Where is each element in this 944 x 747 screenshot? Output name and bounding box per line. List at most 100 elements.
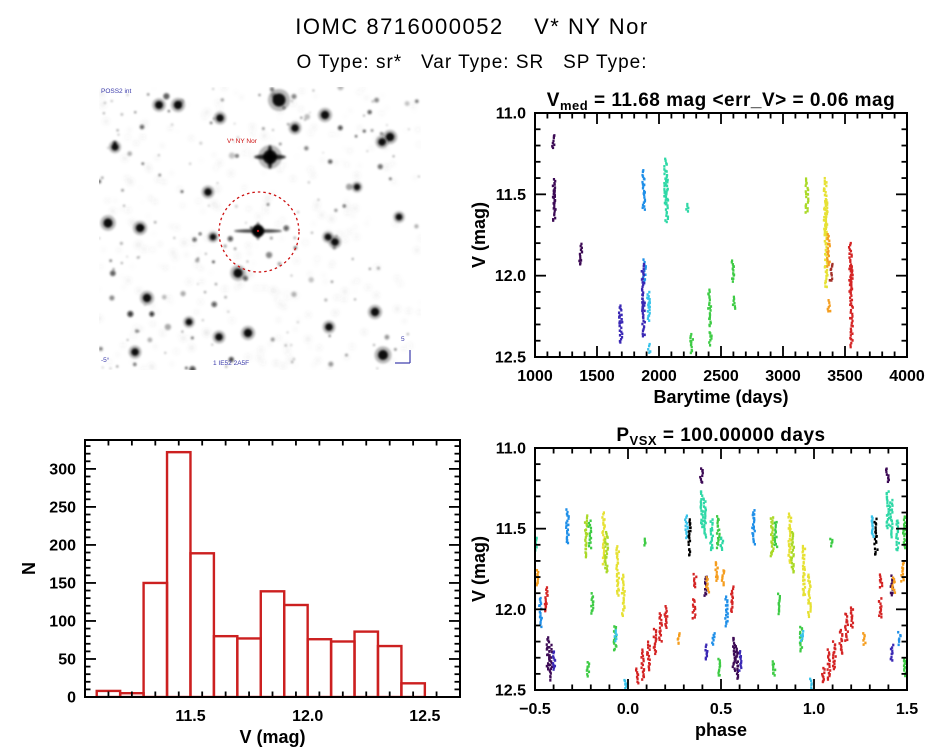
data-point (849, 606, 853, 609)
data-point (684, 520, 688, 524)
data-point (705, 576, 708, 579)
data-point (724, 624, 727, 628)
data-point (690, 340, 693, 343)
data-point (663, 184, 666, 188)
data-point (826, 201, 829, 205)
data-point (826, 237, 829, 241)
data-point (636, 671, 639, 674)
data-point (889, 591, 893, 595)
histogram-data (95, 450, 427, 697)
data-point (709, 338, 712, 342)
data-point (850, 616, 854, 620)
data-point (642, 304, 645, 308)
data-point (705, 654, 709, 658)
data-point (641, 650, 644, 653)
data-point (904, 532, 907, 536)
data-point (545, 648, 548, 651)
data-point (726, 599, 729, 602)
data-point (888, 504, 891, 507)
data-point (849, 260, 852, 264)
data-point (802, 593, 805, 597)
data-point (664, 195, 668, 199)
data-point (827, 656, 830, 659)
data-point (823, 227, 826, 231)
data-point (826, 210, 829, 214)
data-point (535, 545, 538, 549)
data-point (549, 667, 553, 670)
data-point (889, 512, 892, 516)
data-point (801, 554, 805, 557)
data-point (850, 329, 853, 333)
data-point (886, 480, 890, 484)
data-point (753, 517, 756, 520)
data-point (709, 530, 712, 533)
data-point (699, 505, 702, 508)
data-point (888, 505, 892, 509)
data-point (587, 670, 591, 674)
data-point (648, 297, 651, 301)
data-point (807, 592, 810, 596)
data-point (735, 672, 739, 676)
data-point (714, 563, 717, 567)
data-point (538, 610, 541, 614)
data-point (734, 645, 737, 649)
data-point (772, 547, 775, 550)
data-point (644, 267, 647, 270)
data-point (586, 661, 589, 664)
axis-ticks (534, 447, 908, 691)
data-point (904, 528, 907, 532)
y-tick-label: 12.0 (495, 602, 526, 619)
data-point (654, 639, 657, 643)
data-point (822, 666, 825, 670)
y-tick-label: 11.5 (496, 187, 526, 204)
data-point (566, 519, 569, 523)
data-point (778, 599, 781, 603)
data-point (823, 208, 827, 211)
data-point (826, 252, 830, 256)
data-point (890, 574, 893, 578)
data-point (552, 650, 556, 654)
data-point (841, 632, 844, 636)
data-point (900, 579, 903, 583)
data-point (641, 289, 644, 292)
data-point (604, 566, 607, 570)
data-point (736, 670, 739, 674)
data-point (838, 642, 841, 645)
data-point (840, 637, 843, 641)
data-point (770, 526, 773, 529)
data-point (642, 184, 645, 188)
data-point (800, 628, 804, 631)
data-point (552, 219, 555, 222)
data-point (704, 535, 708, 539)
data-point (647, 344, 651, 348)
data-point (849, 343, 852, 347)
data-point (901, 572, 905, 576)
data-point (731, 267, 734, 271)
data-point (601, 516, 604, 519)
data-point (886, 501, 889, 505)
data-point (664, 623, 667, 626)
data-point (584, 552, 588, 555)
data-point (552, 651, 555, 655)
data-point (775, 520, 778, 524)
data-point (732, 663, 735, 666)
data-point (642, 659, 645, 663)
data-point (788, 523, 791, 527)
data-point (705, 643, 708, 647)
data-point (887, 478, 890, 482)
data-point (789, 530, 792, 534)
data-point (825, 181, 828, 184)
data-point (808, 587, 811, 591)
data-point (552, 666, 556, 669)
data-point (642, 283, 645, 287)
data-point (621, 602, 625, 605)
data-point (547, 667, 550, 671)
data-point (732, 649, 735, 653)
data-point (664, 177, 668, 181)
data-point (704, 514, 707, 518)
plate-label: 1 IE52 2A5F (213, 360, 250, 367)
data-point (801, 556, 804, 560)
data-point (787, 554, 790, 557)
data-point (711, 518, 714, 521)
data-point (642, 169, 645, 172)
